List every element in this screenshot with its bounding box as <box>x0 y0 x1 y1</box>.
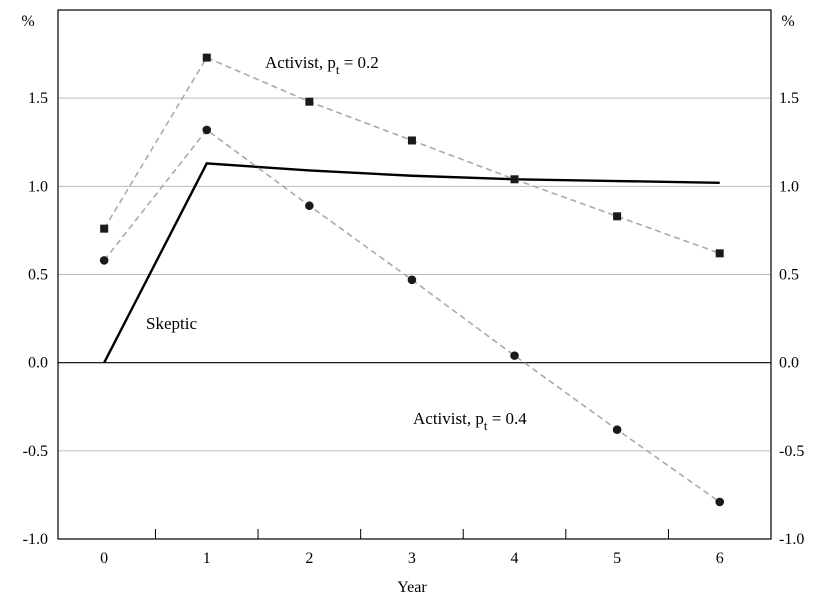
label-activist-0-4-sub: t <box>484 418 488 433</box>
y-tick-label-left: 0.5 <box>28 267 48 284</box>
x-tick-label: 3 <box>408 550 416 567</box>
label-activist-0-2-prefix: Activist, p <box>265 53 336 72</box>
label-activist-0-4: Activist, pt = 0.4 <box>413 409 527 433</box>
marker-circle <box>715 497 725 507</box>
series-line-1 <box>103 56 720 255</box>
x-axis-label: Year <box>397 579 427 596</box>
x-tick-label: 2 <box>305 550 313 567</box>
marker-square <box>510 175 519 184</box>
marker-circle <box>612 425 622 434</box>
axis-ticks: -1.0 -1.0 -0.5 -0.5 0.0 0.0 0.5 0.5 1.0 1.0 1.5 1.5… <box>23 90 805 567</box>
y-tick-label-right: 1.5 <box>779 90 799 107</box>
plot-frame <box>57 9 772 540</box>
marker-circle <box>99 256 109 265</box>
y-axis-label-left: % <box>21 13 34 30</box>
series-markers <box>99 53 725 507</box>
label-activist-0-4-prefix: Activist, p <box>413 409 484 428</box>
marker-square <box>100 224 109 233</box>
y-tick-label-right: 1.0 <box>779 178 799 195</box>
marker-square <box>407 136 416 145</box>
y-tick-label-right: -1.0 <box>779 531 804 548</box>
y-tick-label-left: -1.0 <box>23 531 48 548</box>
marker-square <box>613 212 622 221</box>
label-activist-0-2: Activist, pt = 0.2 <box>265 53 379 77</box>
y-tick-label-right: -0.5 <box>779 443 804 460</box>
x-tick-label: 1 <box>203 550 211 567</box>
label-activist-0-2-suffix: = 0.2 <box>339 53 378 72</box>
gridlines <box>58 97 771 452</box>
label-activist-0-4-suffix: = 0.4 <box>487 409 527 428</box>
y-tick-label-left: -0.5 <box>23 443 48 460</box>
y-axis-label-right: % <box>781 13 794 30</box>
marker-circle <box>305 201 314 211</box>
y-tick-label-right: 0.0 <box>779 355 799 372</box>
y-tick-label-right: 0.5 <box>779 267 799 284</box>
label-skeptic: Skeptic <box>146 314 197 333</box>
y-tick-label-left: 0.0 <box>28 355 48 372</box>
marker-square <box>305 97 314 106</box>
marker-circle <box>202 125 212 135</box>
y-tick-label-left: 1.0 <box>28 178 48 195</box>
marker-square <box>715 249 724 258</box>
y-tick-label-left: 1.5 <box>28 90 48 107</box>
x-tick-label: 0 <box>100 550 108 567</box>
x-tick-label: 4 <box>511 550 519 567</box>
label-activist-0-2-sub: t <box>336 62 340 77</box>
marker-square <box>202 53 211 62</box>
series-line-0 <box>103 162 720 364</box>
marker-circle <box>510 351 519 360</box>
x-tick-label: 5 <box>613 550 621 567</box>
marker-circle <box>407 275 417 285</box>
x-tick-label: 6 <box>716 550 724 567</box>
